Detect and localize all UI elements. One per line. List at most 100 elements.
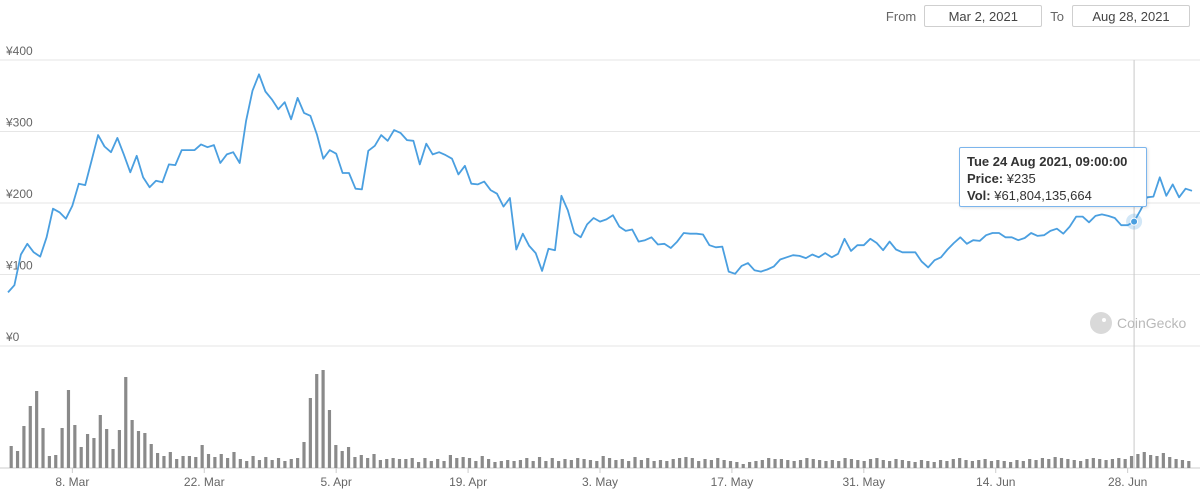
volume-bar <box>1110 459 1115 468</box>
x-tick-label: 8. Mar <box>55 475 89 489</box>
volume-bar <box>41 428 45 468</box>
volume-bar <box>849 459 854 468</box>
volume-bar <box>639 460 643 468</box>
volume-bar <box>1161 453 1165 468</box>
volume-bar <box>213 457 217 468</box>
coingecko-watermark: CoinGecko <box>1090 312 1186 334</box>
volume-bar <box>372 454 376 468</box>
volume-bar <box>251 456 255 468</box>
volume-bar <box>143 433 147 468</box>
volume-bar <box>588 460 593 468</box>
volume-bar <box>773 459 777 468</box>
volume-bar <box>168 452 172 468</box>
volume-bar <box>1002 461 1006 468</box>
price-line <box>7 73 1193 293</box>
volume-bar <box>1091 458 1095 468</box>
volume-bar <box>1149 455 1153 468</box>
volume-bar <box>206 454 211 468</box>
volume-bar <box>658 460 663 468</box>
volume-bar <box>455 458 459 468</box>
volume-bar <box>200 445 204 468</box>
volume-bar <box>156 453 160 468</box>
volume-bar <box>245 461 249 468</box>
volume-bar <box>423 458 427 468</box>
volume-bar <box>722 460 726 468</box>
volume-bar <box>353 457 357 468</box>
volume-bar <box>550 458 554 468</box>
volume-bar <box>512 461 516 468</box>
volume-bar <box>862 461 866 468</box>
volume-bar <box>614 460 618 468</box>
watermark-text: CoinGecko <box>1117 315 1187 331</box>
volume-bar <box>735 462 739 468</box>
volume-bar <box>136 431 141 468</box>
volume-bar <box>1117 458 1121 468</box>
volume-bar <box>397 459 402 468</box>
volume-bar <box>296 458 300 468</box>
volume-bar <box>607 458 612 468</box>
volume-bar <box>684 457 688 468</box>
volume-bar <box>964 460 968 468</box>
volume-bar <box>983 459 987 468</box>
volume-bar <box>499 461 503 468</box>
volume-bar <box>741 464 745 468</box>
volume-bar <box>22 426 26 468</box>
volume-bar <box>264 457 268 468</box>
volume-bar <box>467 458 472 468</box>
volume-bar <box>1142 452 1146 468</box>
volume-bar <box>537 457 542 468</box>
volume-bar <box>92 438 96 468</box>
volume-bar <box>474 461 478 468</box>
from-date-input[interactable] <box>924 5 1043 27</box>
volume-bar <box>1028 459 1032 468</box>
volume-bar <box>130 420 134 468</box>
volume-bar <box>970 461 974 468</box>
volume-bar <box>35 391 39 468</box>
volume-bar <box>805 458 809 468</box>
volume-bar <box>716 458 720 468</box>
volume-bar <box>506 460 510 468</box>
y-tick-label: ¥400 <box>5 44 33 58</box>
volume-bar <box>868 459 873 468</box>
volume-bar <box>792 461 796 468</box>
volume-bar <box>416 462 421 468</box>
volume-bar <box>321 370 325 468</box>
volume-bar <box>487 459 491 468</box>
volume-bar <box>996 460 1000 468</box>
tooltip-price-label: Price: <box>967 171 1004 186</box>
volume-bar <box>1021 461 1025 468</box>
volume-bar <box>919 460 924 468</box>
volume-bar <box>760 460 764 468</box>
volume-bar <box>194 457 198 468</box>
volume-bar <box>308 398 312 468</box>
volume-bar <box>226 458 230 468</box>
volume-bar <box>569 460 573 468</box>
volume-bar <box>824 461 828 468</box>
volume-bar <box>627 461 631 468</box>
volume-bar <box>557 461 561 468</box>
volume-bar <box>932 462 936 468</box>
volume-bar <box>728 461 733 468</box>
volume-bar <box>888 461 892 468</box>
volume-bar <box>786 460 790 468</box>
volume-bar <box>117 430 121 468</box>
volume-bar <box>47 456 51 468</box>
tooltip-vol-label: Vol: <box>967 188 991 203</box>
volume-bar <box>448 455 452 468</box>
volume-bar <box>1040 458 1044 468</box>
volume-bar <box>830 460 834 468</box>
volume-bar <box>525 458 529 468</box>
volume-bar <box>1066 459 1070 468</box>
to-date-input[interactable] <box>1072 5 1190 27</box>
volume-bar <box>531 461 535 468</box>
gecko-logo-icon <box>1090 312 1112 334</box>
volume-bar <box>187 456 192 468</box>
x-tick-label: 22. Mar <box>184 475 225 489</box>
volume-bar <box>334 445 338 468</box>
y-tick-label: ¥300 <box>5 116 33 130</box>
volume-bar <box>1015 460 1019 468</box>
volume-bar <box>219 454 223 468</box>
volume-bar <box>232 452 236 468</box>
volume-bar <box>257 460 262 468</box>
